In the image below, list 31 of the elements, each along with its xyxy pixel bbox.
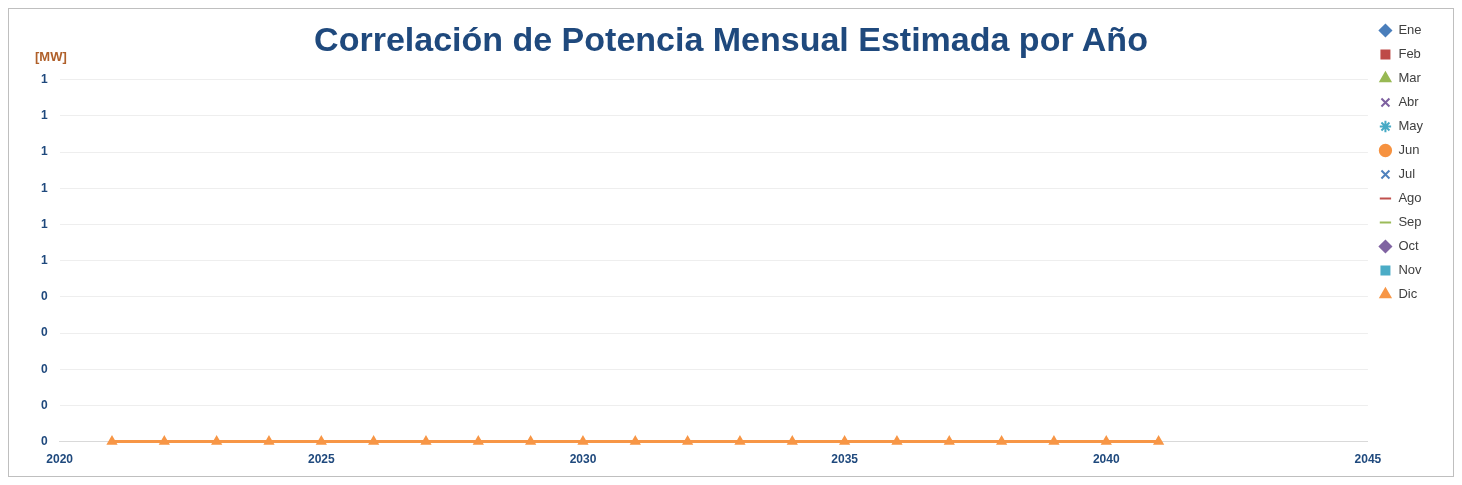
legend-label: Jun [1398,142,1420,158]
y-tick-label: 0 [40,397,48,412]
chart-title: Correlación de Potencia Mensual Estimada por Año [314,19,1148,58]
legend-label: Dic [1398,286,1418,302]
y-tick-label: 1 [40,72,48,87]
legend-label: Ago [1398,190,1422,206]
y-tick-label: 1 [40,144,48,159]
x-tick-label: 2025 [307,452,335,467]
legend-label: Nov [1398,262,1423,278]
y-tick-label: 1 [40,253,48,268]
x-tick-label: 2035 [831,452,859,467]
y-axis-title: [MW] [35,48,67,64]
legend-label: Ene [1398,22,1422,38]
legend-label: Sep [1398,214,1422,230]
legend-label: May [1398,118,1424,134]
x-tick-label: 2040 [1092,452,1120,467]
legend-label: Jul [1398,166,1416,182]
y-tick-label: 1 [40,216,48,231]
legend-label: Mar [1398,70,1422,86]
y-tick-label: 0 [40,361,48,376]
legend-label: Abr [1398,94,1420,110]
y-tick-label: 0 [40,433,48,448]
y-tick-label: 0 [40,325,48,340]
x-tick-label: 2030 [569,452,597,467]
legend-label: Oct [1398,238,1420,254]
y-tick-label: 1 [40,108,48,123]
y-tick-label: 1 [40,180,48,195]
x-tick-label: 2020 [46,452,74,467]
x-tick-label: 2045 [1354,452,1382,467]
y-tick-label: 0 [40,289,48,304]
legend-label: Feb [1398,46,1421,62]
